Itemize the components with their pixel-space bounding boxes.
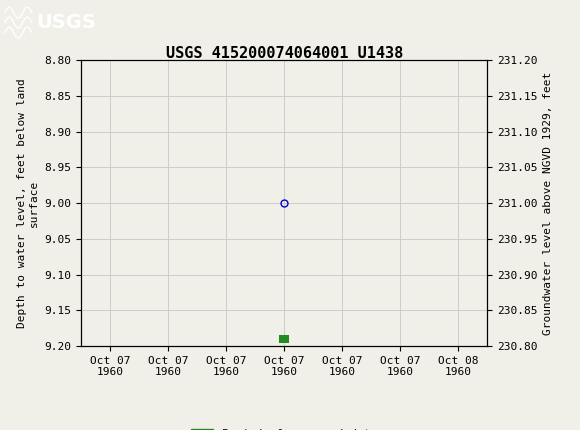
Text: USGS: USGS [36, 13, 96, 32]
Y-axis label: Groundwater level above NGVD 1929, feet: Groundwater level above NGVD 1929, feet [543, 71, 553, 335]
Text: USGS 415200074064001 U1438: USGS 415200074064001 U1438 [165, 46, 403, 61]
Legend: Period of approved data: Period of approved data [187, 425, 382, 430]
Y-axis label: Depth to water level, feet below land
surface: Depth to water level, feet below land su… [17, 78, 39, 328]
Bar [279, 335, 289, 343]
